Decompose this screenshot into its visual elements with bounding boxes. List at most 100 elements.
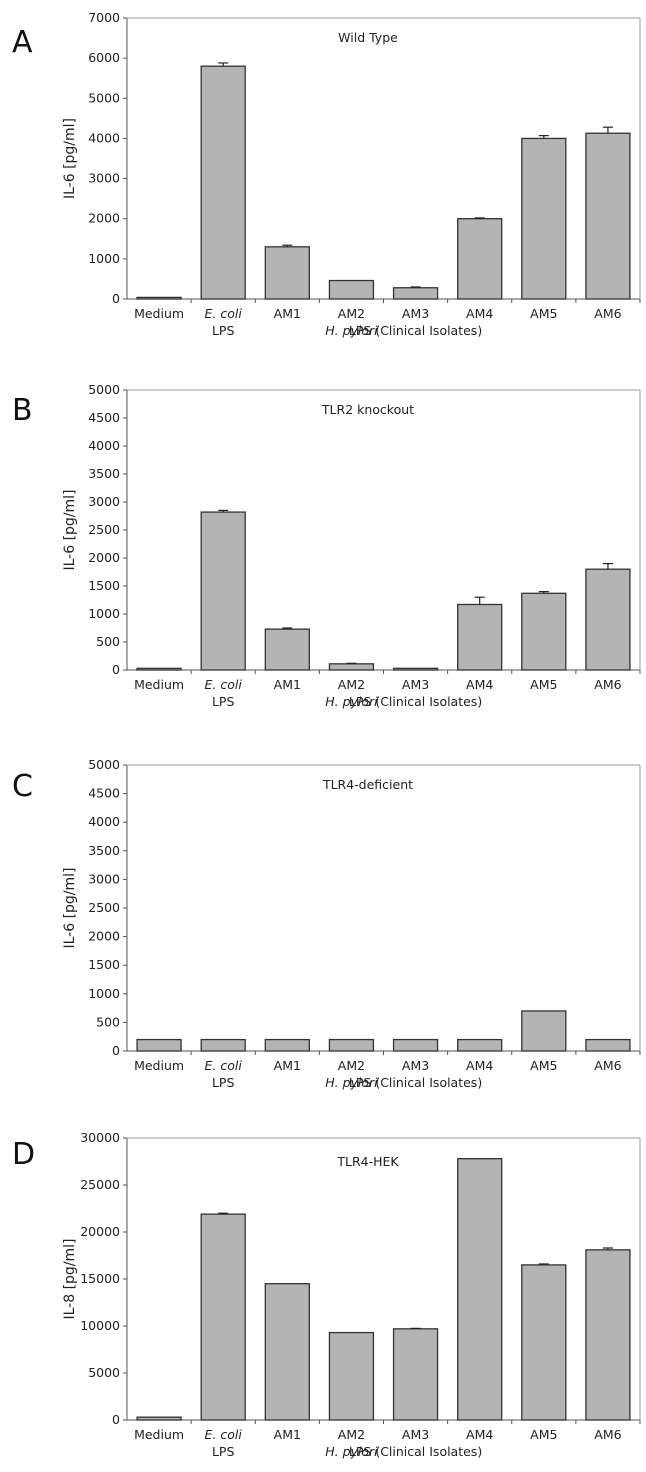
panel-letter: C [12, 769, 33, 804]
bar-am5 [521, 137, 567, 300]
y-tick-label: 2000 [88, 550, 120, 565]
x-tick-label: AM3 [402, 677, 429, 692]
y-tick-label: 5000 [88, 757, 120, 772]
x-sublabel: LPS [212, 323, 235, 338]
y-tick-label: 2000 [88, 929, 120, 944]
y-tick-label: 15000 [80, 1271, 120, 1286]
x-tick-label: AM5 [530, 1427, 557, 1442]
y-tick-label: 3000 [88, 494, 120, 509]
y-tick-label: 500 [96, 1014, 120, 1029]
x-tick-label: AM2 [338, 306, 365, 321]
y-tick-label: 4000 [88, 814, 120, 829]
bar-am4 [457, 1158, 503, 1421]
y-tick-label: 30000 [80, 1130, 120, 1145]
panel-title: TLR4-HEK [336, 1154, 399, 1169]
bar-e-coli [200, 1213, 246, 1421]
x-sublabel: LPS [212, 694, 235, 709]
y-tick-label: 10000 [80, 1318, 120, 1333]
panel-letter: A [12, 25, 33, 60]
bar-am6 [585, 132, 631, 300]
y-tick-label: 1500 [88, 578, 120, 593]
panel-c: C 0 500 1000 1500 2000 2500 3000 3500 4000 4500 500… [12, 757, 641, 1090]
y-tick-label: 2500 [88, 522, 120, 537]
x-sublabel: LPS (Clinical Isolates) [349, 694, 482, 709]
x-tick-label: AM6 [594, 677, 621, 692]
x-tick-label: AM2 [338, 1427, 365, 1442]
panel-title: TLR2 knockout [321, 402, 414, 417]
x-tick-label: Medium [134, 677, 184, 692]
bar-am5 [521, 1264, 567, 1421]
panel-title: Wild Type [338, 30, 398, 45]
y-tick-label: 1000 [88, 251, 120, 266]
y-tick-label: 25000 [80, 1177, 120, 1192]
bar-am2 [328, 1038, 375, 1052]
x-tick-label: AM3 [402, 1427, 429, 1442]
bar-am6 [585, 568, 631, 671]
x-tick-label: AM3 [402, 306, 429, 321]
y-tick-label: 5000 [88, 1365, 120, 1380]
x-sublabel: LPS (Clinical Isolates) [349, 1075, 482, 1090]
y-tick-label: 5000 [88, 382, 120, 397]
x-sublabel: H. pylori [325, 1075, 378, 1090]
y-axis-label: IL-8 [pg/ml] [62, 1238, 78, 1319]
y-tick-label: 3500 [88, 843, 120, 858]
bar-medium [136, 1038, 182, 1052]
y-tick-label: 3000 [88, 871, 120, 886]
x-sublabel: H. pylori [325, 694, 378, 709]
x-tick-label: AM2 [338, 1058, 365, 1073]
bar-am2 [328, 663, 375, 671]
panel-a: A 0 1000 2000 3000 4000 5000 6000 7000 IL-6 [pg/m… [12, 10, 641, 338]
y-tick-label: 2500 [88, 900, 120, 915]
bar-am1 [264, 246, 310, 300]
bar-am4 [457, 1038, 503, 1052]
y-tick-label: 1000 [88, 606, 120, 621]
y-tick-label: 4000 [88, 130, 120, 145]
x-sublabel: LPS [212, 1444, 235, 1459]
x-tick-label: AM1 [274, 1058, 301, 1073]
y-tick-label: 1500 [88, 957, 120, 972]
y-tick-label: 0 [112, 1043, 120, 1058]
x-tick-label: AM5 [530, 306, 557, 321]
x-tick-label: E. coli [205, 677, 243, 692]
y-tick-label: 4500 [88, 410, 120, 425]
bar-am3 [392, 1038, 439, 1052]
x-tick-label: E. coli [205, 1427, 243, 1442]
x-tick-label: E. coli [205, 306, 243, 321]
y-tick-label: 3500 [88, 466, 120, 481]
bar-am3 [392, 1328, 439, 1421]
y-tick-label: 1000 [88, 986, 120, 1001]
x-tick-label: Medium [134, 306, 184, 321]
x-tick-label: AM3 [402, 1058, 429, 1073]
x-tick-label: AM1 [274, 677, 301, 692]
bar-am5 [521, 592, 567, 671]
bar-medium [136, 296, 182, 300]
y-tick-label: 6000 [88, 50, 120, 65]
x-tick-label: Medium [134, 1427, 184, 1442]
bar-e-coli [200, 65, 246, 300]
bar-am3 [392, 667, 439, 671]
y-tick-label: 0 [112, 291, 120, 306]
panel-letter: D [12, 1137, 35, 1172]
bar-am5 [521, 1010, 567, 1052]
x-tick-label: AM4 [466, 306, 493, 321]
x-tick-label: AM5 [530, 1058, 557, 1073]
bar-medium [136, 667, 182, 671]
bar-am2 [328, 279, 375, 300]
x-tick-label: E. coli [205, 1058, 243, 1073]
bar-am2 [328, 1331, 375, 1421]
x-tick-label: Medium [134, 1058, 184, 1073]
y-tick-label: 0 [112, 1412, 120, 1427]
x-tick-label: AM6 [594, 306, 621, 321]
x-sublabel: LPS (Clinical Isolates) [349, 1444, 482, 1459]
y-tick-label: 2000 [88, 211, 120, 226]
y-axis-label: IL-6 [pg/ml] [62, 867, 78, 948]
y-tick-label: 20000 [80, 1224, 120, 1239]
bar-am4 [457, 218, 503, 300]
y-tick-label: 4000 [88, 438, 120, 453]
x-tick-label: AM4 [466, 677, 493, 692]
panel-b: B 0 500 1000 1500 2000 2500 3000 3500 4000 4500 500… [12, 382, 641, 709]
panel-d: D 0 5000 10000 15000 20000 25000 30000 IL-8 [pg/… [12, 1130, 641, 1459]
y-axis-label: IL-6 [pg/ml] [62, 489, 78, 570]
x-tick-label: AM4 [466, 1058, 493, 1073]
